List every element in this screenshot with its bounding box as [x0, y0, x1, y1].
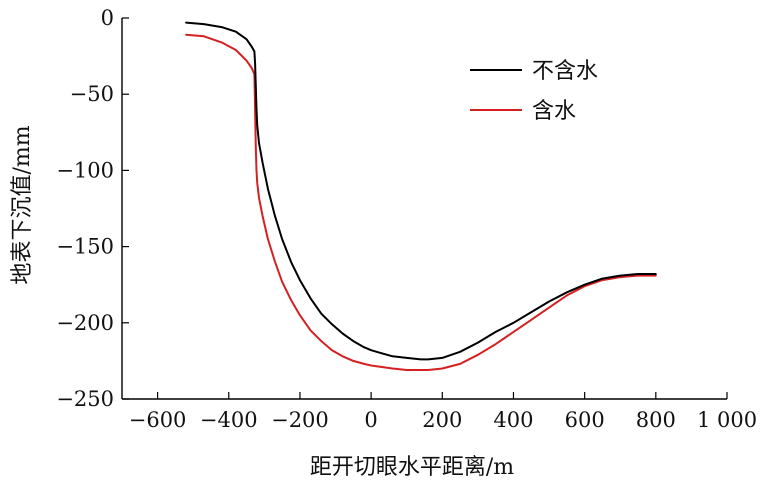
y-tick-label: −50	[70, 82, 114, 106]
y-axis-label: 地表下沉值/mm	[10, 125, 35, 284]
y-tick-label: −200	[56, 311, 114, 335]
legend-label-1: 含水	[532, 99, 576, 124]
x-tick-label: −600	[129, 408, 187, 432]
x-tick-label: 200	[422, 408, 462, 432]
y-tick-label: −250	[56, 387, 114, 411]
y-tick-label: −150	[56, 235, 114, 259]
x-tick-label: 600	[565, 408, 605, 432]
labels-layer: 距开切眼水平距离/m 地表下沉值/mm	[10, 125, 514, 480]
axes-layer	[121, 18, 727, 400]
x-tick-label: 800	[636, 408, 676, 432]
x-tick-label: −400	[200, 408, 258, 432]
x-tick-label: 1 000	[697, 408, 757, 432]
x-tick-label: −200	[271, 408, 329, 432]
series-line-1	[185, 33, 657, 371]
ticks-layer: −600 −400 −200 0 200 400 600 800 1 000 0 −50 −100 −1…	[56, 6, 757, 432]
x-tick-label: 400	[493, 408, 533, 432]
y-tick-label: −100	[56, 158, 114, 182]
x-tick-label: 0	[364, 408, 377, 432]
x-axis-label: 距开切眼水平距离/m	[310, 455, 514, 480]
series-line-0	[185, 21, 657, 361]
y-tick-label: 0	[101, 6, 114, 30]
series-layer	[185, 21, 657, 371]
legend-label-0: 不含水	[532, 59, 598, 84]
